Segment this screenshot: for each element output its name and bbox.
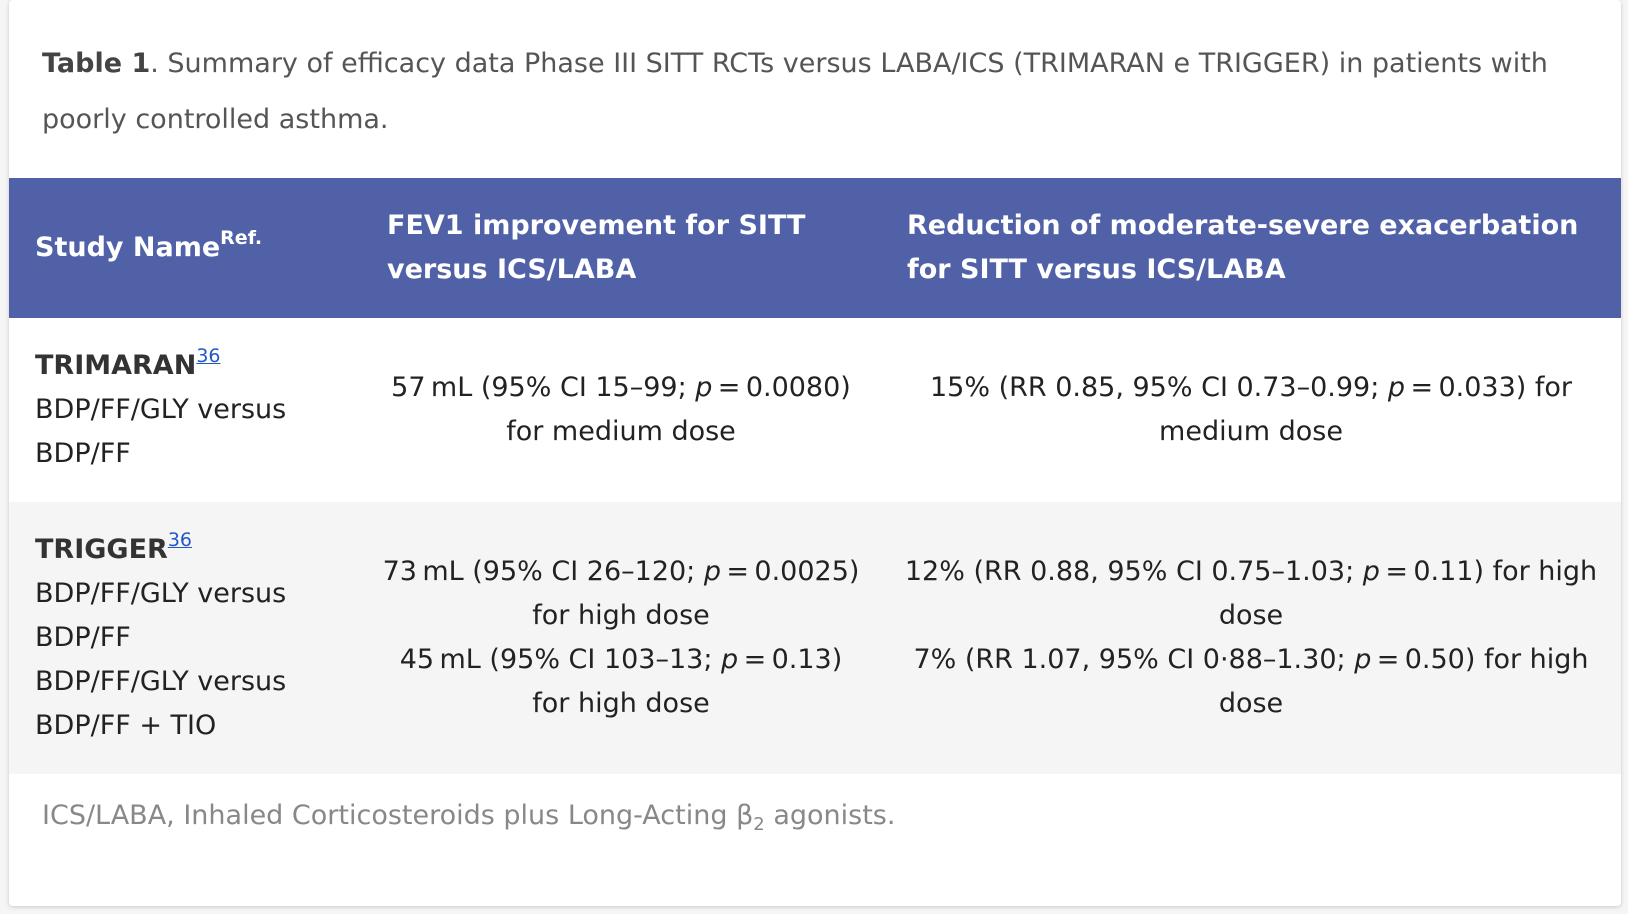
table-label: Table 1 (42, 48, 151, 79)
result-text: 73 mL (95% CI 26–120; (382, 556, 704, 587)
p-value-symbol: p (721, 644, 739, 675)
result-line: 7% (RR 1.07, 95% CI 0·88–1.30; p = 0.50)… (899, 638, 1603, 726)
table-body: TRIMARAN36 BDP/FF/GLY versus BDP/FF 57 mL … (9, 318, 1621, 774)
result-text: 12% (RR 0.88, 95% CI 0.75–1.03; (904, 556, 1363, 587)
result-text: 15% (RR 0.85, 95% CI 0.73–0.99; (929, 372, 1388, 403)
result-text-tail: = 0.50) for high dose (1218, 644, 1589, 719)
p-value-symbol: p (1362, 556, 1380, 587)
efficacy-table: Study NameRef. FEV1 improvement for SITT… (9, 178, 1621, 774)
study-cell: TRIMARAN36 BDP/FF/GLY versus BDP/FF (9, 318, 361, 502)
exacerbation-cell: 15% (RR 0.85, 95% CI 0.73–0.99; p = 0.03… (881, 318, 1621, 502)
study-comparison: BDP/FF/GLY versus BDP/FF + TIO (35, 666, 287, 741)
result-text-tail: = 0.11) for high dose (1218, 556, 1598, 631)
p-value-symbol: p (703, 556, 721, 587)
table-row: TRIMARAN36 BDP/FF/GLY versus BDP/FF 57 mL … (9, 318, 1621, 502)
header-exacerbation: Reduction of moderate-severe exacerbatio… (907, 210, 1579, 285)
fev1-cell: 57 mL (95% CI 15–99; p = 0.0080) for med… (361, 318, 881, 502)
reference-link[interactable]: 36 (167, 529, 192, 551)
exacerbation-cell: 12% (RR 0.88, 95% CI 0.75–1.03; p = 0.11… (881, 502, 1621, 774)
result-text: 57 mL (95% CI 15–99; (391, 372, 696, 403)
caption-text: . Summary of efficacy data Phase III SIT… (42, 48, 1548, 135)
footnote-text: ICS/LABA, Inhaled Corticosteroids plus L… (42, 800, 754, 831)
p-value-symbol: p (695, 372, 713, 403)
table-card: Table 1. Summary of efficacy data Phase … (9, 0, 1621, 906)
study-comparison: BDP/FF/GLY versus BDP/FF (35, 394, 287, 469)
result-text-tail: = 0.0025) for high dose (532, 556, 860, 631)
footnote-subscript: 2 (753, 814, 765, 835)
table-footnote: ICS/LABA, Inhaled Corticosteroids plus L… (42, 800, 896, 834)
result-text: 45 mL (95% CI 103–13; (399, 644, 722, 675)
header-fev1: FEV1 improvement for SITT versus ICS/LAB… (387, 210, 806, 285)
header-study-text: Study Name (35, 232, 221, 263)
reference-link[interactable]: 36 (196, 345, 221, 367)
result-line: 12% (RR 0.88, 95% CI 0.75–1.03; p = 0.11… (899, 550, 1603, 638)
result-line: 57 mL (95% CI 15–99; p = 0.0080) for med… (379, 366, 863, 454)
p-value-symbol: p (1387, 372, 1406, 403)
footnote-tail: agonists. (764, 800, 896, 831)
study-name: TRIGGER (35, 534, 168, 565)
result-text: 7% (RR 1.07, 95% CI 0·88–1.30; (913, 644, 1355, 675)
study-name: TRIMARAN (35, 350, 197, 381)
header-study-sup: Ref. (220, 227, 263, 249)
table-row: TRIGGER36 BDP/FF/GLY versus BDP/FF BDP/FF/… (9, 502, 1621, 774)
table-header: Study NameRef. FEV1 improvement for SITT… (9, 178, 1621, 318)
result-text-tail: = 0.13) for high dose (532, 644, 843, 719)
header-row: Study NameRef. FEV1 improvement for SITT… (9, 178, 1621, 318)
p-value-symbol: p (1354, 644, 1372, 675)
study-comparison: BDP/FF/GLY versus BDP/FF (35, 578, 287, 653)
result-line: 73 mL (95% CI 26–120; p = 0.0025) for hi… (379, 550, 863, 638)
table-caption: Table 1. Summary of efficacy data Phase … (42, 36, 1582, 148)
result-text-tail: = 0.0080) for medium dose (506, 372, 851, 447)
result-text-tail: = 0.033) for medium dose (1159, 372, 1572, 447)
study-cell: TRIGGER36 BDP/FF/GLY versus BDP/FF BDP/FF/… (9, 502, 361, 774)
result-line: 15% (RR 0.85, 95% CI 0.73–0.99; p = 0.03… (899, 366, 1603, 454)
fev1-cell: 73 mL (95% CI 26–120; p = 0.0025) for hi… (361, 502, 881, 774)
header-study-name: Study NameRef. (9, 178, 361, 318)
result-line: 45 mL (95% CI 103–13; p = 0.13) for high… (379, 638, 863, 726)
